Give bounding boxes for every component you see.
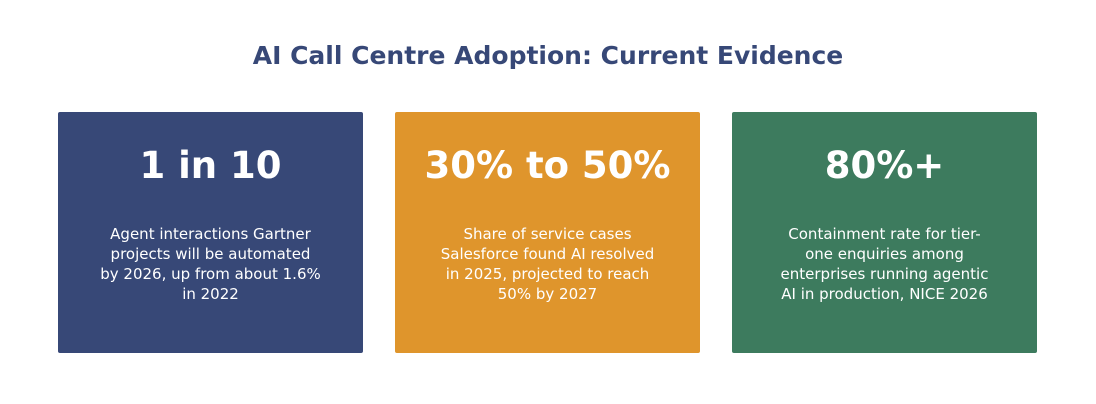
stat-description: Share of service cases Salesforce found … bbox=[425, 224, 670, 304]
description-line: Containment rate for tier- bbox=[788, 225, 981, 243]
description-line: Share of service cases bbox=[463, 225, 632, 243]
description-line: AI in production, NICE 2026 bbox=[781, 285, 988, 303]
stat-card-nice: 80%+ Containment rate for tier- one enqu… bbox=[732, 112, 1037, 353]
description-line: Salesforce found AI resolved bbox=[440, 245, 655, 263]
stat-value: 30% to 50% bbox=[424, 144, 671, 187]
description-line: one enquiries among bbox=[805, 245, 964, 263]
description-line: enterprises running agentic bbox=[780, 265, 989, 283]
stat-description: Agent interactions Gartner projects will… bbox=[88, 224, 333, 304]
stat-card-gartner: 1 in 10 Agent interactions Gartner proje… bbox=[58, 112, 363, 353]
description-line: by 2026, up from about 1.6% bbox=[100, 265, 321, 283]
stat-value: 1 in 10 bbox=[139, 144, 282, 187]
description-line: 50% by 2027 bbox=[497, 285, 598, 303]
description-line: in 2022 bbox=[182, 285, 239, 303]
stat-card-salesforce: 30% to 50% Share of service cases Salesf… bbox=[395, 112, 700, 353]
description-line: Agent interactions Gartner bbox=[110, 225, 311, 243]
stat-value: 80%+ bbox=[824, 144, 945, 187]
description-line: projects will be automated bbox=[110, 245, 311, 263]
page-title: AI Call Centre Adoption: Current Evidenc… bbox=[252, 41, 844, 70]
description-line: in 2025, projected to reach bbox=[445, 265, 650, 283]
stat-description: Containment rate for tier- one enquiries… bbox=[762, 224, 1007, 304]
